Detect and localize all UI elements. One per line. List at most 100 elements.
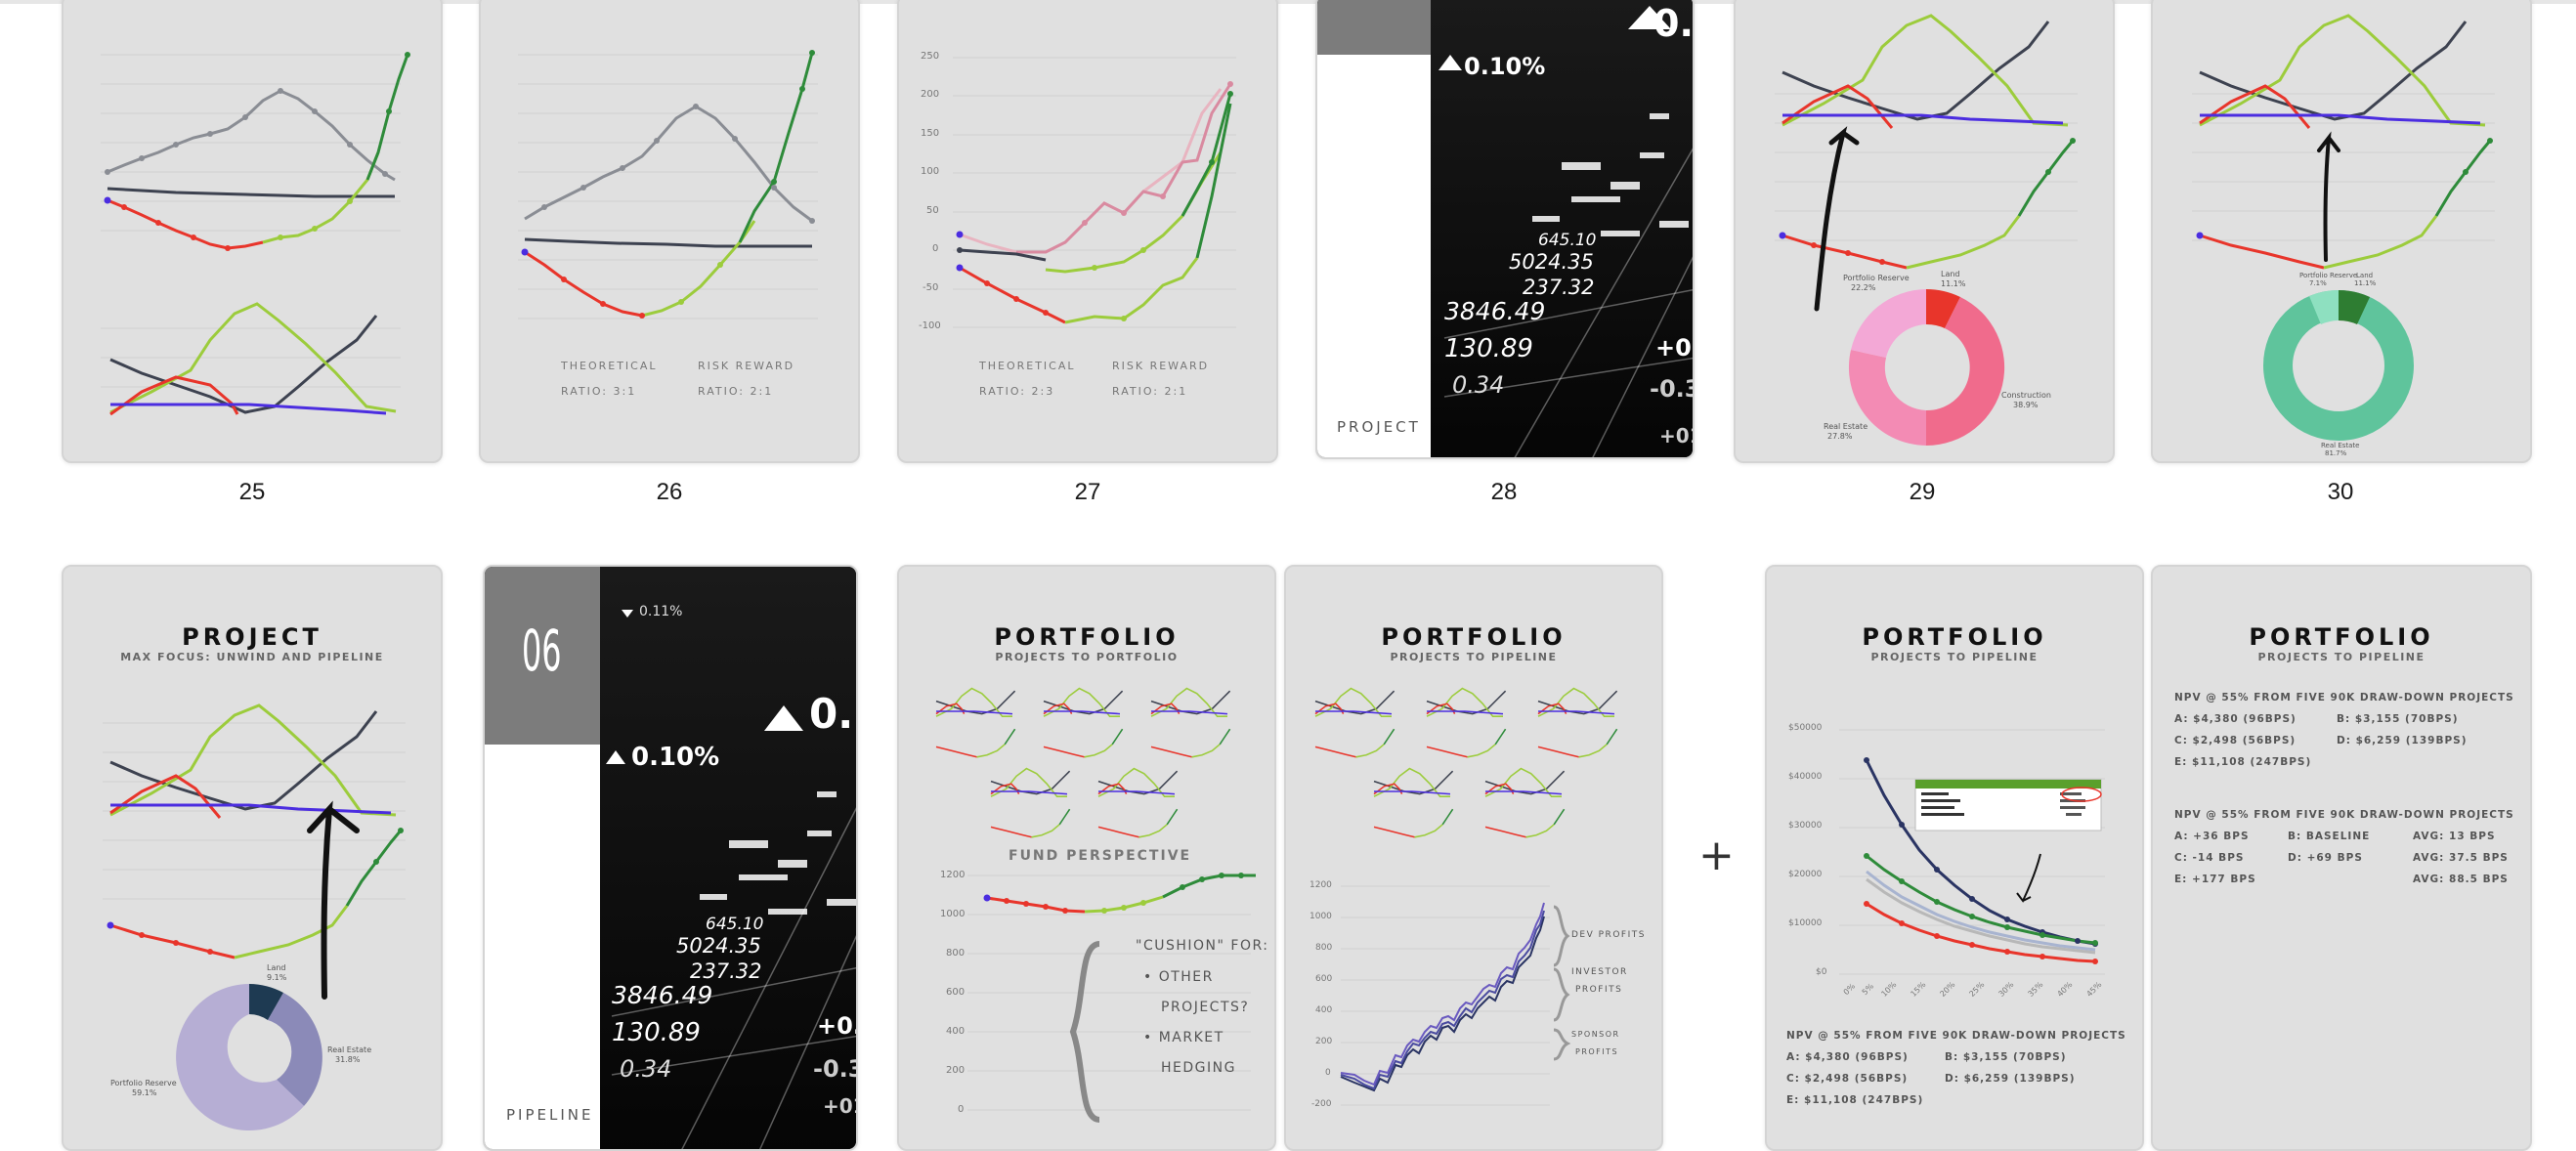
pipeline-chart [1314,687,1618,1106]
slide-thumbnail-28[interactable]: 0. 0.10% 645.10 5024.35 237.32 3846.49 1… [1315,0,1695,459]
slide-thumbnail-30[interactable]: Portfolio Reserve 7.1% Land 11.1% Real E… [2151,0,2532,463]
board-value: -0.3 [813,1055,856,1083]
embedded-table [1914,779,2102,831]
estate-pct: 31.8% [335,1055,361,1064]
board-value: 5024.35 [676,934,761,958]
npv-value-e: E: $11,108 (247BPS) [2174,756,2312,768]
stock-board-image [1431,0,1693,457]
board-value: +0. [817,1012,858,1040]
y-tick: 200 [946,1065,966,1076]
board-value: 0.34 [1452,371,1505,399]
y-tick: $40000 [1788,772,1823,782]
slide-thumbnail-34[interactable]: PORTFOLIO PROJECTS TO PIPELINE [1284,565,1663,1151]
npv-heading-2: NPV @ 55% FROM FIVE 90K DRAW-DOWN PROJEC… [2174,809,2514,821]
slide-thumbnail-31[interactable]: PROJECT MAX FOCUS: UNWIND AND PIPELINE L… [62,565,443,1151]
cushion-item: PROJECTS? [1161,1000,1250,1015]
slide-number-28: 28 [1490,479,1518,505]
top-divider [0,0,2576,4]
y-tick: 0 [958,1104,965,1115]
y-tick: -100 [919,320,941,331]
slide-subtitle: PROJECTS TO PORTFOLIO [995,651,1179,663]
land-label: Land [267,963,286,972]
side-label: PIPELINE [506,1106,594,1124]
npv-value-a: A: $4,380 (96BPS) [2174,713,2297,725]
bps-d: D: +69 BPS [2288,852,2363,864]
slide-subtitle: PROJECTS TO PIPELINE [1870,651,2039,663]
npv-value-e: E: $11,108 (247BPS) [1786,1094,1924,1106]
y-tick: 1000 [940,909,966,919]
theoretical-label: THEORETICAL [561,360,658,372]
mini-chart [1484,767,1566,838]
slide-thumbnail-27[interactable]: 250 200 150 100 50 0 -50 -100 THEORETICA… [897,0,1278,463]
side-label: PROJECT [1337,418,1421,436]
y-tick: -50 [923,282,939,293]
board-value: 5024.35 [1509,250,1594,274]
y-tick: 400 [1315,1005,1333,1015]
board-value: 3846.49 [612,981,713,1009]
ratio-label-b: RATIO: 2:1 [1112,385,1188,398]
add-slide-button[interactable]: + [1698,831,1735,880]
corner-value: 0. [809,690,854,738]
chart-with-donut [103,703,406,1130]
mini-chart [1537,687,1618,758]
risk-reward-label: RISK REWARD [1112,360,1210,372]
y-tick: 100 [921,166,940,177]
bracket-label: INVESTOR [1571,967,1628,977]
small-rate: 0.11% [639,604,683,619]
bps-e: E: +177 BPS [2174,874,2256,885]
theoretical-label: THEORETICAL [979,360,1076,372]
y-tick: $10000 [1788,918,1823,928]
reserve-label: Portfolio Reserve [1843,274,1910,282]
board-value: -0.3 [1650,375,1693,403]
board-value: 237.32 [690,959,762,983]
board-value: +01 [1659,424,1693,448]
y-tick: 600 [946,987,966,998]
land-pct: 11.1% [2354,279,2377,287]
line-chart [518,50,818,320]
slide-thumbnail-35[interactable]: PORTFOLIO PROJECTS TO PIPELINE $50000 $4… [1765,565,2144,1151]
y-tick: 800 [1315,943,1333,953]
npv-value-d: D: $6,259 (139BPS) [1945,1073,2076,1085]
mini-chart [1097,767,1179,838]
fund-perspective-heading: FUND PERSPECTIVE [1009,848,1192,864]
land-label: Land [1941,270,1960,278]
donut-chart [1848,288,2005,447]
reserve-label: Portfolio Reserve [2299,272,2358,279]
slide-thumbnail-36[interactable]: PORTFOLIO PROJECTS TO PIPELINE NPV @ 55%… [2151,565,2532,1151]
y-tick: 800 [946,948,966,959]
rate-value: 0.10% [631,743,720,772]
mini-chart [1043,687,1124,758]
slide-title: PORTFOLIO [2249,623,2434,651]
y-tick: 1200 [940,870,966,880]
bps-a: A: +36 BPS [2174,831,2250,842]
land-label: Land [2356,272,2374,279]
y-tick: 0 [1325,1068,1331,1078]
npv-value-d: D: $6,259 (139BPS) [2337,735,2468,746]
mini-chart [1426,687,1507,758]
risk-reward-label: RISK REWARD [698,360,795,372]
estate-pct: 81.7% [2325,449,2347,457]
slide-number-27: 27 [1074,479,1101,505]
stock-board-image [600,567,856,1149]
y-tick: 200 [1315,1037,1333,1046]
land-pct: 9.1% [267,973,287,982]
estate-label: Real Estate [327,1045,372,1054]
construction-pct: 38.9% [2013,401,2039,409]
slide-thumbnail-29[interactable]: Land 11.1% Portfolio Reserve 22.2% Const… [1734,0,2115,463]
fund-perspective-chart [935,687,1256,1123]
bracket-label: PROFITS [1575,1047,1619,1056]
dual-line-chart [101,52,410,416]
chart-with-donut [1775,14,2078,447]
slide-title: PORTFOLIO [994,623,1180,651]
y-tick: 50 [926,205,939,216]
board-value: 237.32 [1523,276,1595,299]
slide-thumbnail-33[interactable]: PORTFOLIO PROJECTS TO PORTFOLIO [897,565,1276,1151]
slide-title: PROJECT [182,623,322,651]
board-value: 130.89 [1444,334,1533,363]
slide-thumbnail-25[interactable] [62,0,443,463]
slide-thumbnail-32[interactable]: 06 0.11% 0. 0.10% 645.10 5024.35 237.32 … [483,565,858,1151]
npv-value-b: B: $3,155 (70BPS) [1945,1051,2067,1063]
slide-thumbnail-26[interactable]: THEORETICAL RATIO: 3:1 RISK REWARD RATIO… [479,0,860,463]
estate-label: Real Estate [1824,422,1868,431]
y-tick: $30000 [1788,821,1823,831]
